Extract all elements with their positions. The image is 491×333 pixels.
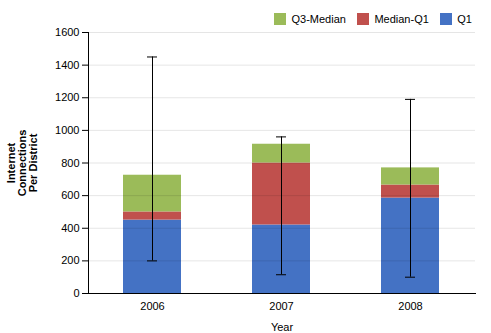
html-text:Q3-Median: Q3-Median xyxy=(291,12,346,25)
html-text:Q1: Q1 xyxy=(457,12,472,25)
svg-text:2007: 2007 xyxy=(269,300,293,312)
svg-text:800: 800 xyxy=(61,157,79,169)
svg-text:200: 200 xyxy=(61,254,79,266)
svg-text:1200: 1200 xyxy=(55,91,79,103)
html-text:Median-Q1: Median-Q1 xyxy=(374,12,429,25)
svg-text:2006: 2006 xyxy=(140,300,164,312)
svg-text:0: 0 xyxy=(73,287,79,299)
svg-text:400: 400 xyxy=(61,222,79,234)
svg-text:Year: Year xyxy=(271,321,294,333)
svg-text:1400: 1400 xyxy=(55,59,79,71)
svg-text:InternetConnectionsPer Distric: InternetConnectionsPer District xyxy=(5,130,39,197)
svg-text:1600: 1600 xyxy=(55,26,79,38)
svg-text:2008: 2008 xyxy=(398,300,422,312)
svg-text:600: 600 xyxy=(61,189,79,201)
svg-text:1000: 1000 xyxy=(55,124,79,136)
